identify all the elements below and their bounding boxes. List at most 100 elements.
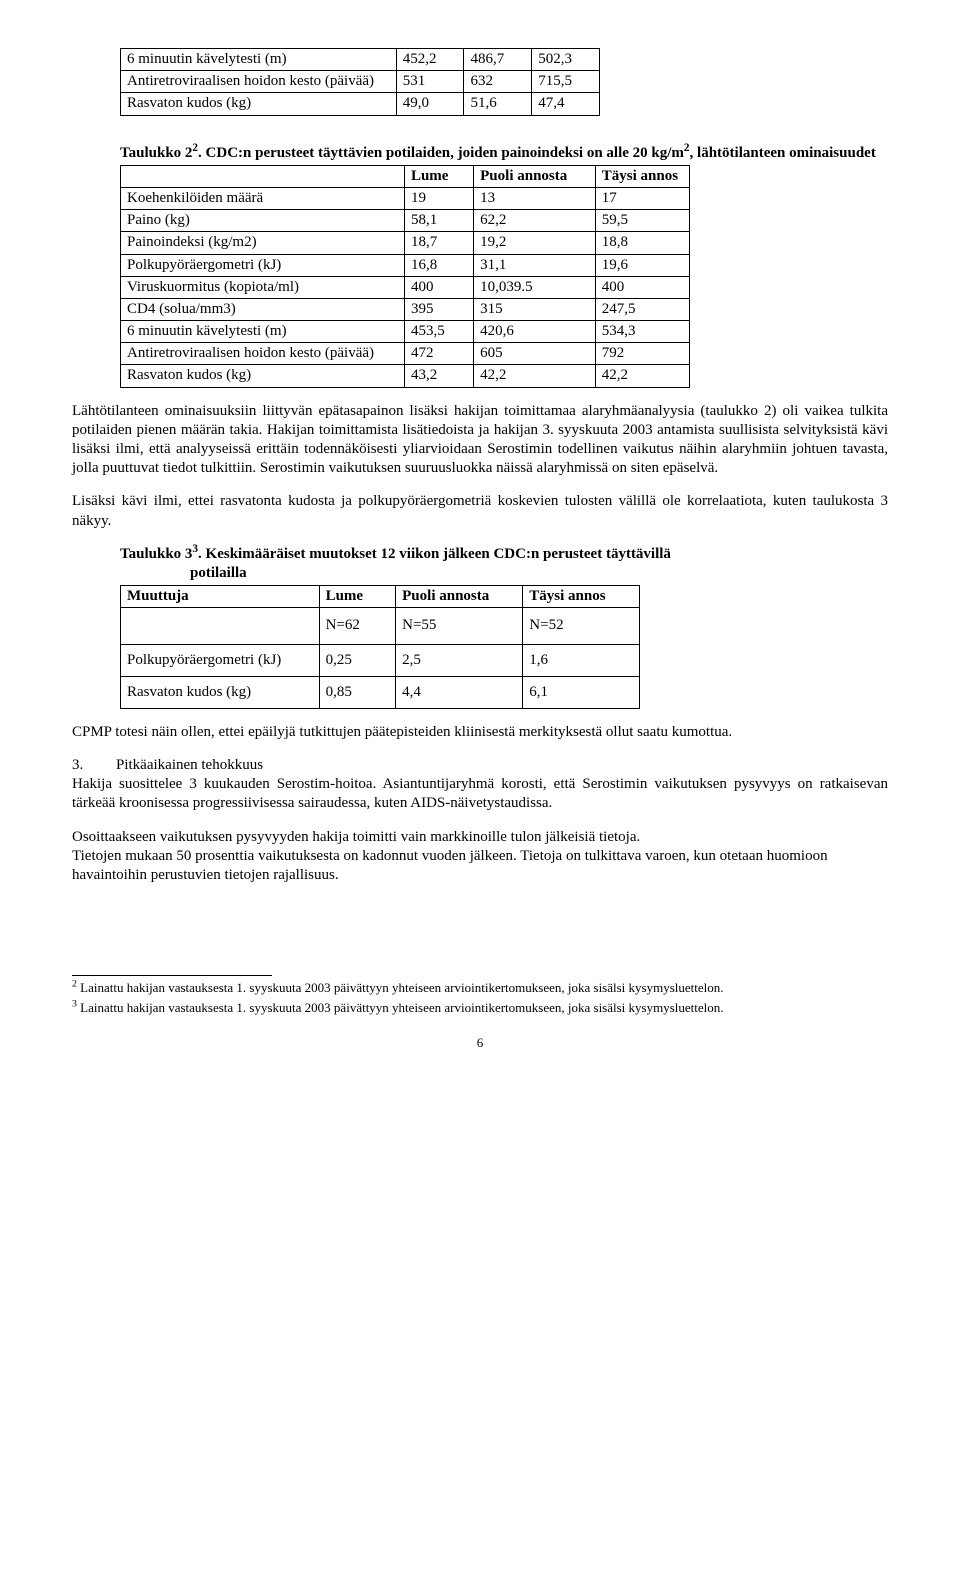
table-cell: Paino (kg) [121, 210, 405, 232]
table3: MuuttujaLumePuoli annostaTäysi annosN=62… [120, 585, 640, 709]
table-cell: 19,6 [595, 254, 689, 276]
table-cell: Koehenkilöiden määrä [121, 187, 405, 209]
table-row: Paino (kg)58,162,259,5 [121, 210, 690, 232]
table-cell: 531 [396, 71, 464, 93]
table-cell: 486,7 [464, 49, 532, 71]
table-cell: 0,85 [319, 676, 396, 708]
paragraph-5a: Osoittaakseen vaikutuksen pysyvyyden hak… [72, 829, 640, 845]
table-cell: 420,6 [474, 321, 596, 343]
table-cell: Puoli annosta [396, 586, 523, 608]
table-cell: 59,5 [595, 210, 689, 232]
table2-caption-rest: . CDC:n perusteet täyttävien potilaiden,… [198, 145, 684, 161]
table-cell: 534,3 [595, 321, 689, 343]
table-cell: 17 [595, 187, 689, 209]
table-cell: 247,5 [595, 298, 689, 320]
table-cell: 6 minuutin kävelytesti (m) [121, 49, 397, 71]
table3-caption: Taulukko 33. Keskimääräiset muutokset 12… [120, 545, 888, 583]
table-cell: 51,6 [464, 93, 532, 115]
table-row: Viruskuormitus (kopiota/ml)40010,039.540… [121, 276, 690, 298]
table2: LumePuoli annostaTäysi annosKoehenkilöid… [120, 165, 690, 388]
table-row: Antiretroviraalisen hoidon kesto (päivää… [121, 343, 690, 365]
table-cell: N=55 [396, 608, 523, 644]
footnote-2-text: Lainattu hakijan vastauksesta 1. syyskuu… [77, 980, 724, 995]
table-cell: 472 [404, 343, 473, 365]
paragraph-5b: Tietojen mukaan 50 prosenttia vaikutukse… [72, 848, 828, 883]
table2-caption-prefix: Taulukko 2 [120, 145, 192, 161]
paragraph-2: Lisäksi kävi ilmi, ettei rasvatonta kudo… [72, 492, 888, 530]
page-number: 6 [72, 1035, 888, 1052]
table-cell: Painoindeksi (kg/m2) [121, 232, 405, 254]
table-row: Polkupyöräergometri (kJ)0,252,51,6 [121, 644, 640, 676]
table-cell: 58,1 [404, 210, 473, 232]
table-cell: 452,2 [396, 49, 464, 71]
table-cell: Antiretroviraalisen hoidon kesto (päivää… [121, 71, 397, 93]
paragraph-4: Hakija suosittelee 3 kuukauden Serostim-… [72, 775, 888, 813]
paragraph-1: Lähtötilanteen ominaisuuksiin liittyvän … [72, 402, 888, 479]
footnote-rule [72, 975, 272, 976]
table-cell: 42,2 [595, 365, 689, 387]
table-cell: Antiretroviraalisen hoidon kesto (päivää… [121, 343, 405, 365]
table-cell: 632 [464, 71, 532, 93]
table-cell: 2,5 [396, 644, 523, 676]
table-cell: 502,3 [532, 49, 600, 71]
table-cell: Rasvaton kudos (kg) [121, 676, 320, 708]
section-3-title: Pitkäaikainen tehokkuus [116, 757, 263, 773]
table-cell: 42,2 [474, 365, 596, 387]
table-cell: N=62 [319, 608, 396, 644]
table-row: N=62N=55N=52 [121, 608, 640, 644]
table-cell: Polkupyöräergometri (kJ) [121, 254, 405, 276]
table-cell: Täysi annos [595, 165, 689, 187]
table-cell: 6 minuutin kävelytesti (m) [121, 321, 405, 343]
table-row: Rasvaton kudos (kg)49,051,647,4 [121, 93, 600, 115]
table-cell: 0,25 [319, 644, 396, 676]
section-3-num: 3. [72, 756, 116, 775]
table-row: 6 minuutin kävelytesti (m)453,5420,6534,… [121, 321, 690, 343]
table-cell: CD4 (solua/mm3) [121, 298, 405, 320]
paragraph-5: Osoittaakseen vaikutuksen pysyvyyden hak… [72, 828, 888, 886]
table-cell: 31,1 [474, 254, 596, 276]
table-cell: Lume [319, 586, 396, 608]
table-cell: Täysi annos [523, 586, 640, 608]
table-cell: Polkupyöräergometri (kJ) [121, 644, 320, 676]
table-cell: 10,039.5 [474, 276, 596, 298]
table-row: Rasvaton kudos (kg)43,242,242,2 [121, 365, 690, 387]
table3-caption-mid: . Keskimääräiset muutokset 12 viikon jäl… [198, 546, 671, 562]
table3-caption-prefix: Taulukko 3 [120, 546, 192, 562]
table1: 6 minuutin kävelytesti (m)452,2486,7502,… [120, 48, 600, 116]
table-cell: Rasvaton kudos (kg) [121, 93, 397, 115]
table-cell [121, 165, 405, 187]
table1-wrap: 6 minuutin kävelytesti (m)452,2486,7502,… [120, 48, 888, 116]
table3-wrap: Taulukko 33. Keskimääräiset muutokset 12… [120, 545, 888, 709]
table2-caption: Taulukko 22. CDC:n perusteet täyttävien … [120, 144, 888, 163]
table-row: Rasvaton kudos (kg)0,854,46,1 [121, 676, 640, 708]
paragraph-3: CPMP totesi näin ollen, ettei epäilyjä t… [72, 723, 888, 742]
table-cell: 400 [595, 276, 689, 298]
table-cell: 13 [474, 187, 596, 209]
table-cell: Rasvaton kudos (kg) [121, 365, 405, 387]
table-row: MuuttujaLumePuoli annostaTäysi annos [121, 586, 640, 608]
table-cell: 4,4 [396, 676, 523, 708]
table-cell: Viruskuormitus (kopiota/ml) [121, 276, 405, 298]
table-row: LumePuoli annostaTäysi annos [121, 165, 690, 187]
table-cell: Puoli annosta [474, 165, 596, 187]
table-row: Koehenkilöiden määrä191317 [121, 187, 690, 209]
table-cell: 605 [474, 343, 596, 365]
table-cell: 792 [595, 343, 689, 365]
table-cell: 715,5 [532, 71, 600, 93]
table-cell: 18,8 [595, 232, 689, 254]
table-cell: N=52 [523, 608, 640, 644]
table-cell: 315 [474, 298, 596, 320]
table-row: Painoindeksi (kg/m2)18,719,218,8 [121, 232, 690, 254]
table-cell: 16,8 [404, 254, 473, 276]
table-cell: 1,6 [523, 644, 640, 676]
table-row: Antiretroviraalisen hoidon kesto (päivää… [121, 71, 600, 93]
table-cell: 6,1 [523, 676, 640, 708]
footnote-2: 2 Lainattu hakijan vastauksesta 1. syysk… [72, 980, 888, 996]
table2-wrap: Taulukko 22. CDC:n perusteet täyttävien … [120, 144, 888, 388]
table-cell: 43,2 [404, 365, 473, 387]
table-cell: 395 [404, 298, 473, 320]
table-cell [121, 608, 320, 644]
footnote-3: 3 Lainattu hakijan vastauksesta 1. syysk… [72, 1000, 888, 1016]
table-cell: 18,7 [404, 232, 473, 254]
section-3-heading: 3.Pitkäaikainen tehokkuus [72, 756, 888, 775]
